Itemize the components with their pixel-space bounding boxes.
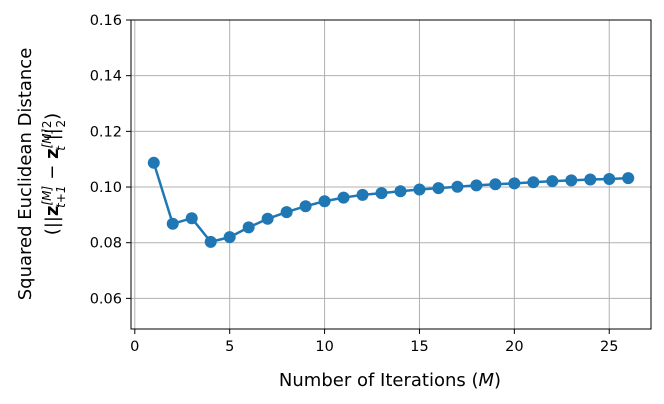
- series-layer: [147, 156, 635, 248]
- y-tick-label: 0.12: [90, 124, 122, 140]
- data-point: [318, 195, 331, 208]
- y-tick-label: 0.08: [90, 236, 122, 252]
- x-tick-label: 25: [600, 339, 618, 355]
- data-point: [508, 177, 521, 190]
- data-point: [356, 188, 369, 201]
- grid-lines: [131, 19, 651, 329]
- data-point: [280, 206, 293, 219]
- y-tick-label: 0.06: [90, 291, 122, 307]
- series-line: [152, 162, 629, 244]
- data-point: [299, 200, 312, 213]
- data-point: [223, 231, 236, 244]
- x-tick-label: 15: [410, 339, 428, 355]
- data-point: [147, 156, 160, 169]
- y-tick-label: 0.14: [90, 69, 122, 85]
- y-axis-label-line1: Squared Euclidean Distance: [15, 48, 36, 301]
- data-point: [527, 176, 540, 189]
- data-point: [565, 174, 578, 187]
- data-point: [204, 235, 217, 248]
- y-tick-label: 0.10: [90, 180, 122, 196]
- data-point: [394, 185, 407, 198]
- data-point: [546, 175, 559, 188]
- y-axis-label-line2: (||z[M]t+1 − z[M]t ||22): [40, 113, 68, 235]
- ticks-layer: 0 5 10 15 20 25 0.06 0.08 0.10 0.12 0.14 0.16: [90, 13, 619, 355]
- x-axis-label: Number of Iterations (M): [279, 370, 501, 391]
- plot-frame: [130, 19, 652, 330]
- data-point: [603, 172, 616, 185]
- x-tick-label: 5: [225, 339, 234, 355]
- data-point: [470, 179, 483, 192]
- data-point: [185, 212, 198, 225]
- data-point: [489, 178, 502, 191]
- data-point: [432, 182, 445, 195]
- x-tick-label: 10: [315, 339, 333, 355]
- y-tick-label: 0.16: [90, 13, 122, 29]
- data-point: [166, 217, 179, 230]
- data-point: [622, 172, 635, 185]
- x-tick-label: 20: [505, 339, 523, 355]
- x-tick-label: 0: [130, 339, 139, 355]
- data-point: [242, 221, 255, 234]
- data-point: [337, 191, 350, 204]
- data-point: [413, 183, 426, 196]
- data-point: [451, 180, 464, 193]
- data-point: [584, 173, 597, 186]
- data-point: [375, 187, 388, 200]
- data-point: [261, 212, 274, 225]
